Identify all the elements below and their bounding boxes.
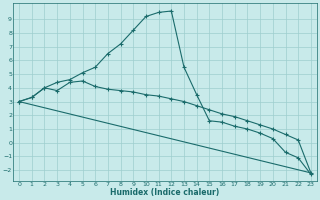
X-axis label: Humidex (Indice chaleur): Humidex (Indice chaleur) [110,188,220,197]
